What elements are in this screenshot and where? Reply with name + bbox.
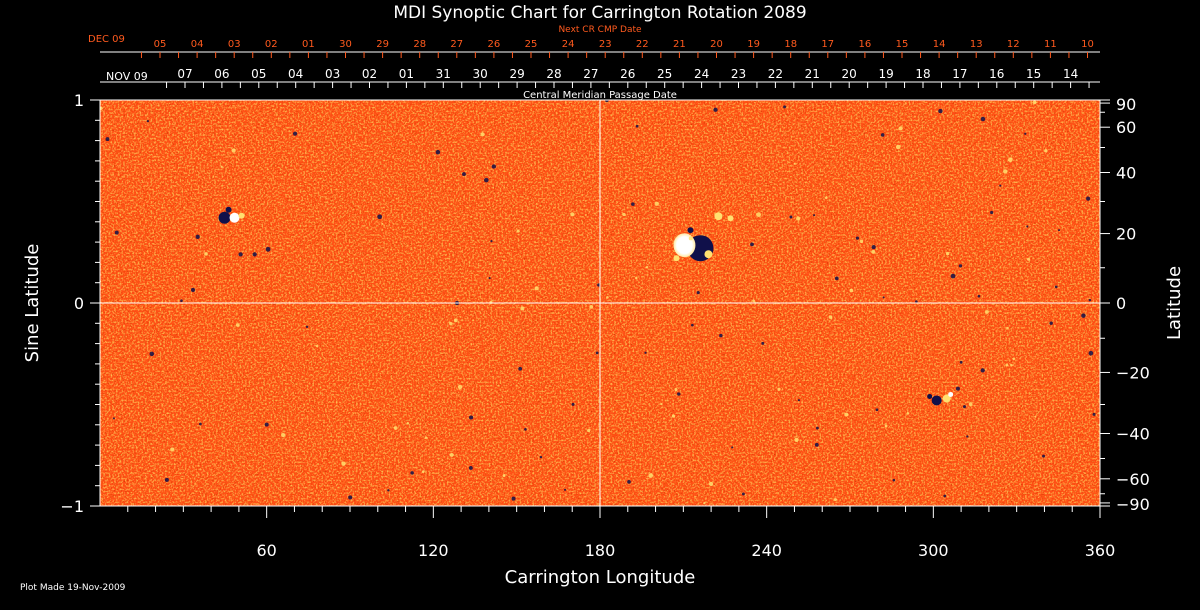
date-label: 15	[896, 39, 909, 50]
date-label: 01	[399, 67, 414, 81]
date-label: 10	[1081, 39, 1094, 50]
x-tick-label: 300	[918, 541, 949, 560]
date-label: 25	[657, 67, 672, 81]
date-label: 26	[620, 67, 635, 81]
date-label: 18	[784, 39, 797, 50]
date-label: 14	[933, 39, 946, 50]
date-label: 05	[154, 39, 167, 50]
x-tick-label: 60	[256, 541, 276, 560]
y-right-axis-ticks: 90 60 40 20 0 −20 −40 −60 −90	[1100, 95, 1150, 514]
date-label: 21	[805, 67, 820, 81]
date-label: 23	[731, 67, 746, 81]
magnetic-specks	[100, 100, 1100, 505]
date-label: 01	[302, 39, 315, 50]
date-label: 07	[177, 67, 192, 81]
date-label: 23	[599, 39, 612, 50]
date-label: 02	[362, 67, 377, 81]
date-label: 17	[821, 39, 834, 50]
date-label: 28	[413, 39, 426, 50]
date-label: 13	[970, 39, 983, 50]
date-label: 22	[768, 67, 783, 81]
date-label: 25	[525, 39, 538, 50]
date-label: 11	[1044, 39, 1057, 50]
date-label: 04	[288, 67, 303, 81]
next-cmp-axis-label: Next CR CMP Date	[558, 25, 642, 35]
date-label: 29	[376, 39, 389, 50]
date-label: 18	[915, 67, 930, 81]
date-label: 12	[1007, 39, 1020, 50]
date-label: 16	[989, 67, 1004, 81]
active-region-c	[927, 391, 954, 406]
date-label: 27	[450, 39, 463, 50]
date-label: 30	[339, 39, 352, 50]
y-left-axis-ticks: 1 0 −1	[60, 91, 100, 516]
x-tick-label: 120	[418, 541, 449, 560]
x-tick-label: 240	[751, 541, 782, 560]
date-label: 22	[636, 39, 649, 50]
next-cmp-month-label: DEC 09	[88, 34, 125, 45]
date-label: 24	[562, 39, 575, 50]
date-label: 17	[952, 67, 967, 81]
date-label: 21	[673, 39, 686, 50]
y-right-tick-label: −60	[1116, 470, 1150, 489]
grid-lines	[100, 100, 1100, 506]
y-right-tick-label: −90	[1116, 495, 1150, 514]
date-label: 03	[228, 39, 241, 50]
cmp-axis: NOV 09 Central Meridian Passage Date 07 0…	[100, 67, 1100, 101]
y-left-tick-label: −1	[60, 497, 84, 516]
active-region-b	[218, 206, 245, 224]
y-right-tick-label: 40	[1116, 164, 1136, 183]
y-right-tick-label: 60	[1116, 118, 1136, 137]
date-label: 14	[1063, 67, 1078, 81]
plot-made-footer: Plot Made 19-Nov-2009	[20, 583, 126, 593]
date-label: 15	[1026, 67, 1041, 81]
date-label: 31	[436, 67, 451, 81]
active-regions	[100, 100, 1100, 505]
y-left-tick-label: 1	[74, 91, 84, 110]
date-label: 30	[473, 67, 488, 81]
date-label: 02	[265, 39, 278, 50]
y-right-tick-label: −40	[1116, 424, 1150, 443]
y-right-tick-label: 0	[1116, 294, 1126, 313]
date-label: 20	[842, 67, 857, 81]
date-label: 28	[546, 67, 561, 81]
y-right-tick-label: 20	[1116, 225, 1136, 244]
date-label: 19	[878, 67, 893, 81]
date-label: 26	[488, 39, 501, 50]
cmp-month-label: NOV 09	[106, 70, 148, 83]
date-label: 04	[191, 39, 204, 50]
date-label: 24	[694, 67, 709, 81]
date-label: 05	[251, 67, 266, 81]
date-label: 16	[859, 39, 872, 50]
x-tick-label: 180	[585, 541, 616, 560]
next-cmp-ticks: 05 04 03 02 01 30 29 28 27 26 25 24 23 22 21 20 19 18 17 16…	[140, 39, 1094, 58]
date-label: 29	[509, 67, 524, 81]
cmp-axis-label: Central Meridian Passage Date	[523, 90, 677, 101]
date-label: 27	[583, 67, 598, 81]
y-right-axis-label: Latitude	[1164, 266, 1185, 340]
next-cmp-axis: Next CR CMP Date DEC 09 05 04 03 02 01 30 29 28…	[88, 25, 1100, 58]
x-tick-label: 360	[1085, 541, 1116, 560]
y-right-tick-label: −20	[1116, 363, 1150, 382]
y-right-tick-label: 90	[1116, 95, 1136, 114]
date-label: 20	[710, 39, 723, 50]
cmp-ticks: 07 06 05 04 03 02 01 31 30 29 28 27 26 25 24 23 22 21 20 19…	[166, 67, 1090, 88]
x-axis-ticks: 60 120 180 240 300 360	[127, 506, 1116, 560]
date-label: 06	[214, 67, 229, 81]
y-left-axis-label: Sine Latitude	[22, 244, 43, 363]
x-axis-label: Carrington Longitude	[505, 567, 696, 588]
date-label: 03	[325, 67, 340, 81]
date-label: 19	[747, 39, 760, 50]
active-region-a	[673, 212, 734, 262]
chart-title: MDI Synoptic Chart for Carrington Rotati…	[393, 3, 806, 23]
y-left-tick-label: 0	[74, 294, 84, 313]
